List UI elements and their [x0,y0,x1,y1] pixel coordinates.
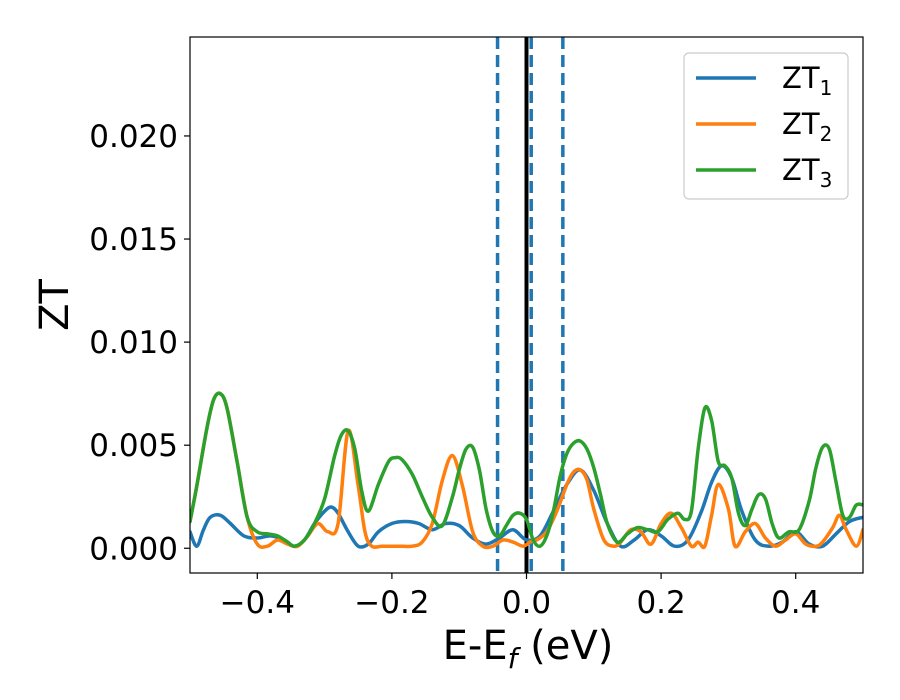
x-axis-label-main: E-E [443,623,508,669]
x-tick-label: −0.4 [220,585,295,621]
x-axis-label-unit: (eV) [517,623,613,669]
y-tick-label: 0.015 [89,222,178,258]
reference-lines [495,37,565,573]
x-tick-label: 0.2 [636,585,685,621]
y-tick-label: 0.000 [89,531,178,567]
legend-label-zt1: ZT1 [782,61,832,100]
legend-label-zt2: ZT2 [782,107,832,146]
series-line-zt3 [190,391,863,549]
y-tick-label: 0.010 [89,325,178,361]
series-lines [190,391,863,550]
legend-box [683,52,849,200]
x-tick-label: 0.4 [771,585,820,621]
x-axis-ticks: −0.4 −0.2 0.0 0.2 0.4 [220,573,820,621]
y-axis-ticks: 0.000 0.005 0.010 0.015 0.020 [89,119,190,567]
legend: ZT1 ZT2 ZT3 [683,52,849,200]
y-axis-label: ZT [32,279,78,331]
y-tick-label: 0.005 [89,428,178,464]
x-tick-label: −0.2 [354,585,429,621]
x-tick-label: 0.0 [502,585,551,621]
y-tick-label: 0.020 [89,119,178,155]
x-axis-label: E-Ef (eV) [443,623,614,675]
legend-label-zt3: ZT3 [782,153,832,192]
